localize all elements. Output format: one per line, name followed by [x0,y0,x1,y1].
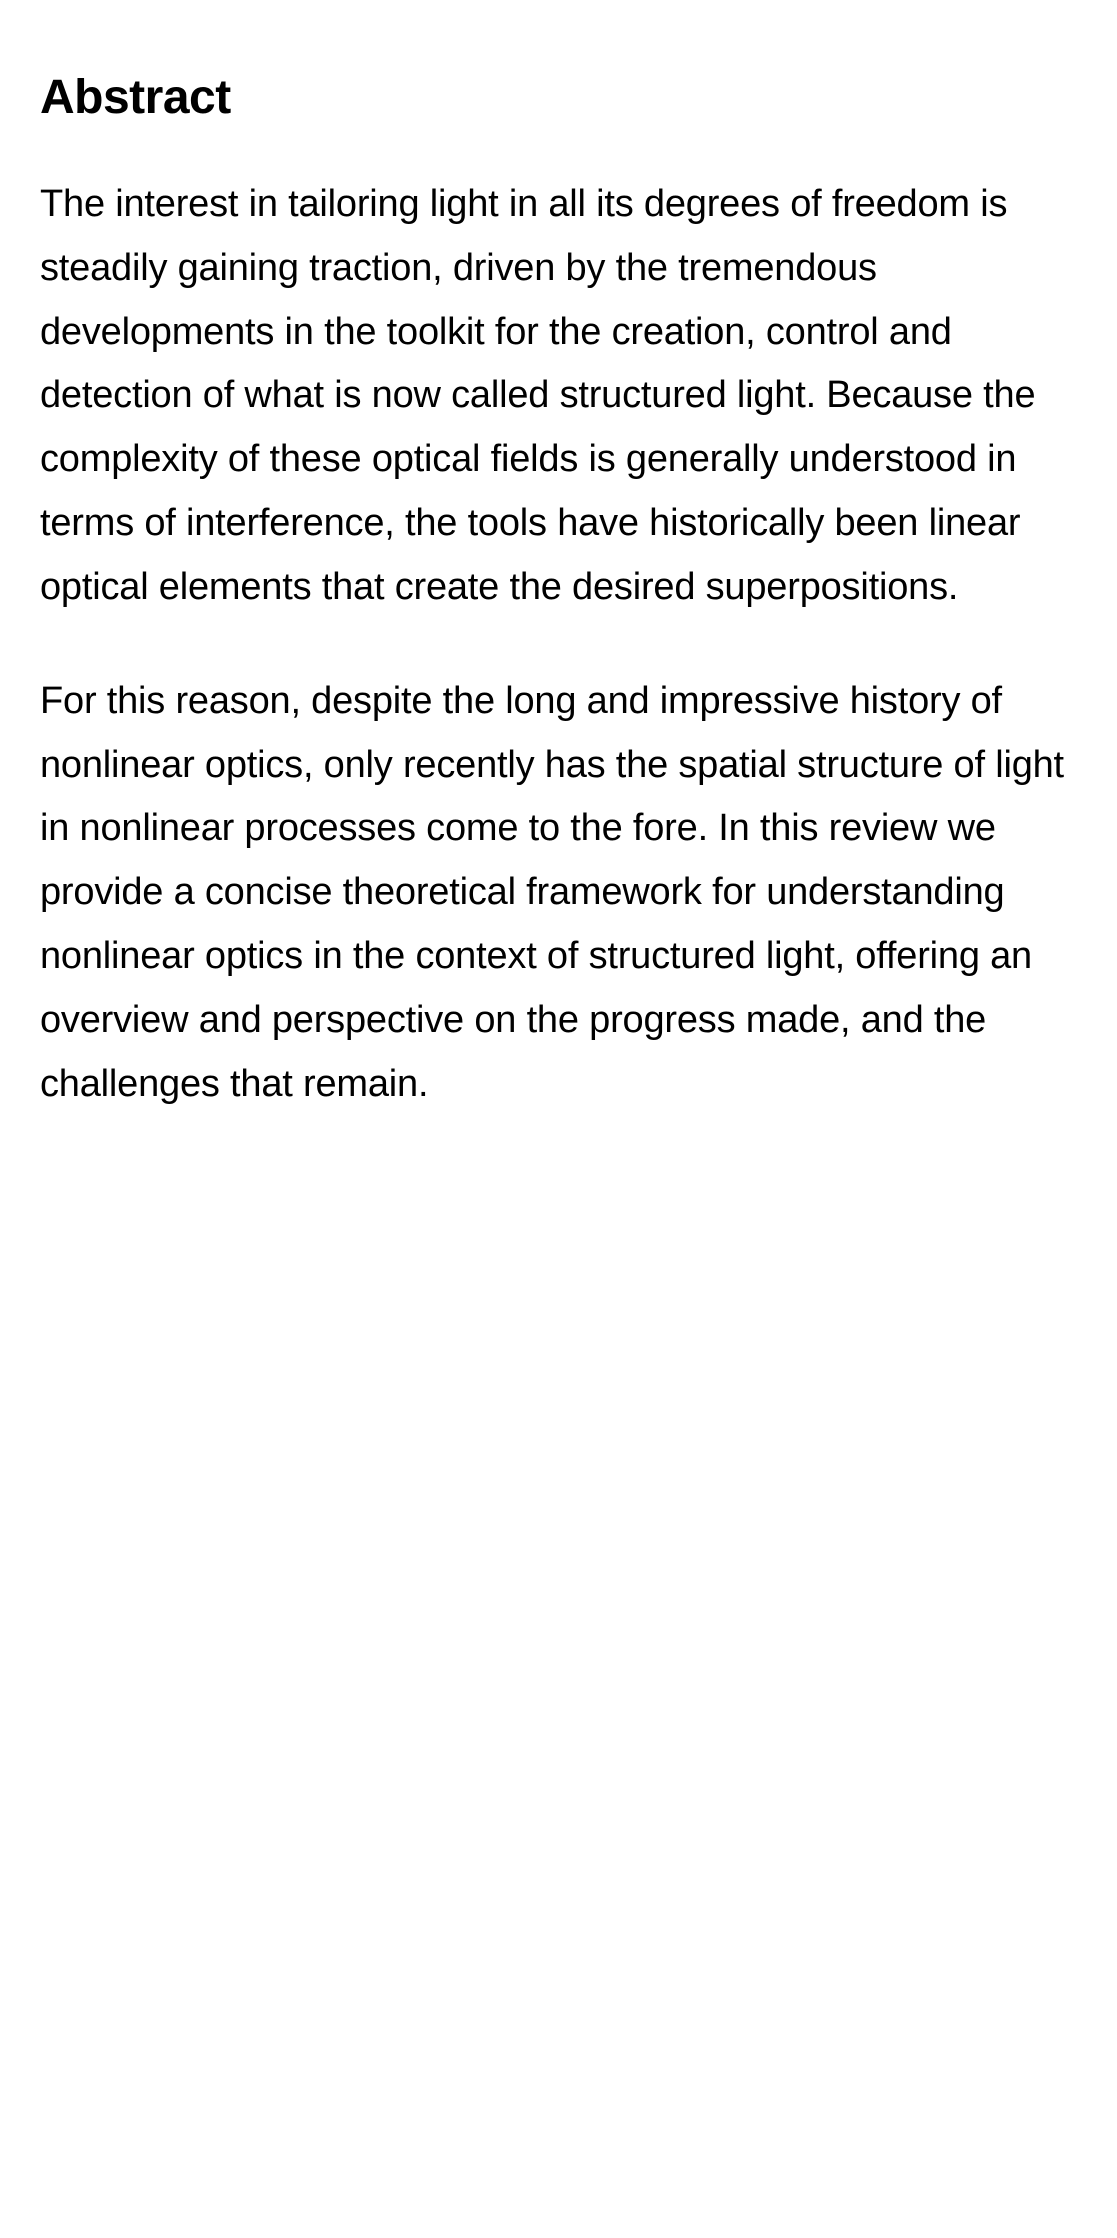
abstract-heading: Abstract [40,70,1077,125]
abstract-paragraph-1: The interest in tailoring light in all i… [40,173,1077,620]
abstract-paragraph-2: For this reason, despite the long and im… [40,670,1077,1117]
document-page: Abstract The interest in tailoring light… [0,0,1117,2238]
